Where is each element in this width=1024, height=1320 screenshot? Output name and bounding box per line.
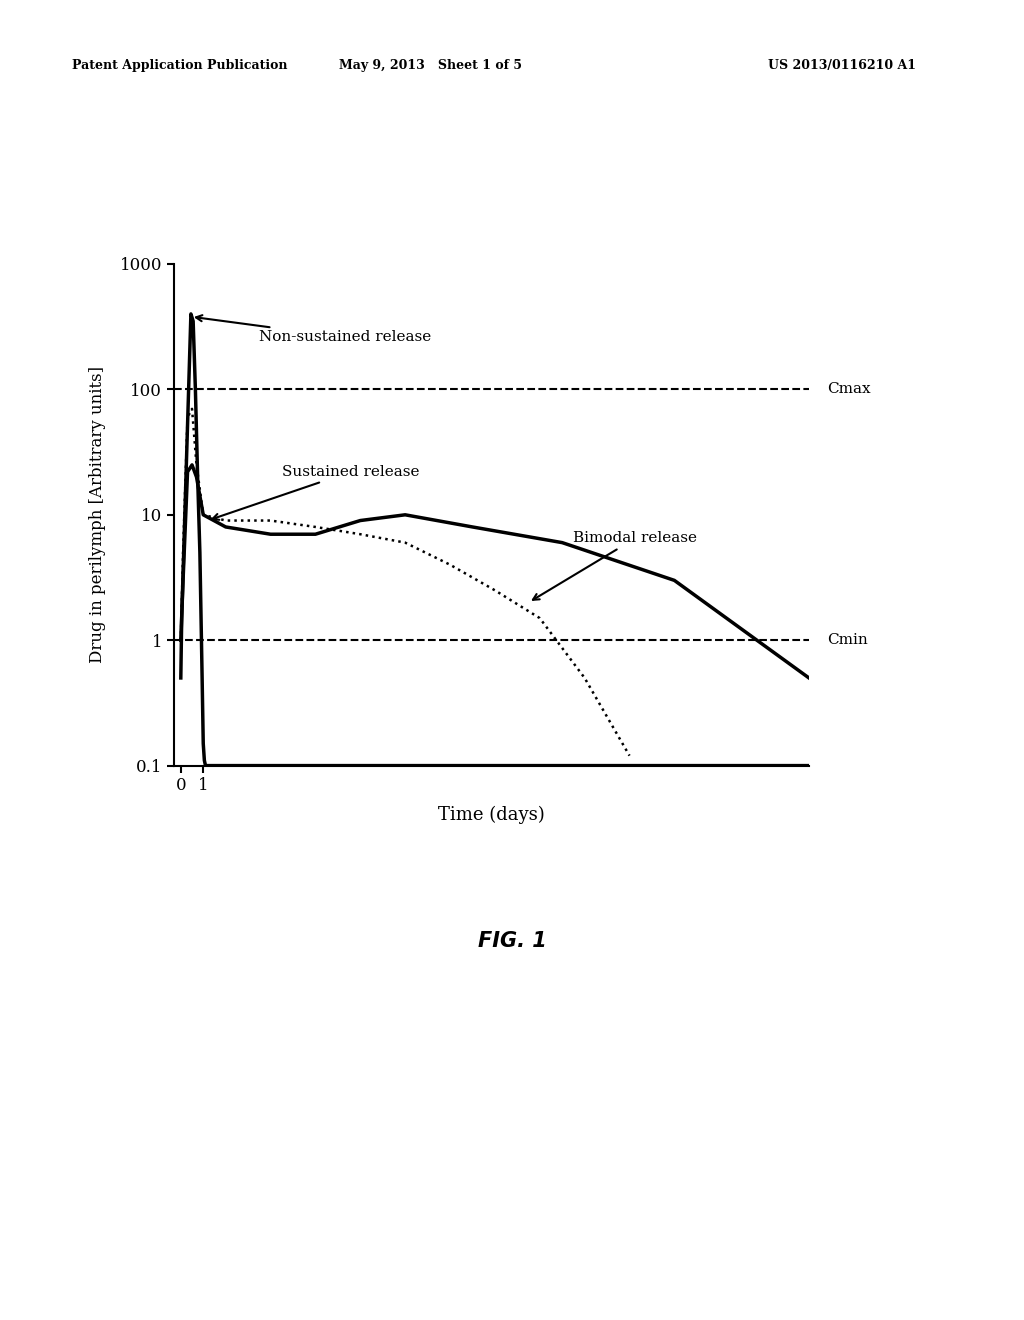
Text: Sustained release: Sustained release <box>213 465 419 520</box>
Text: Cmax: Cmax <box>827 383 870 396</box>
Text: Patent Application Publication: Patent Application Publication <box>72 59 287 73</box>
Y-axis label: Drug in perilymph [Arbitrary units]: Drug in perilymph [Arbitrary units] <box>89 366 105 663</box>
Text: FIG. 1: FIG. 1 <box>477 931 547 950</box>
Text: Cmin: Cmin <box>827 634 867 647</box>
Text: Non-sustained release: Non-sustained release <box>196 315 431 345</box>
Text: Bimodal release: Bimodal release <box>532 531 697 599</box>
Text: May 9, 2013   Sheet 1 of 5: May 9, 2013 Sheet 1 of 5 <box>339 59 521 73</box>
Text: US 2013/0116210 A1: US 2013/0116210 A1 <box>768 59 916 73</box>
X-axis label: Time (days): Time (days) <box>438 805 545 824</box>
